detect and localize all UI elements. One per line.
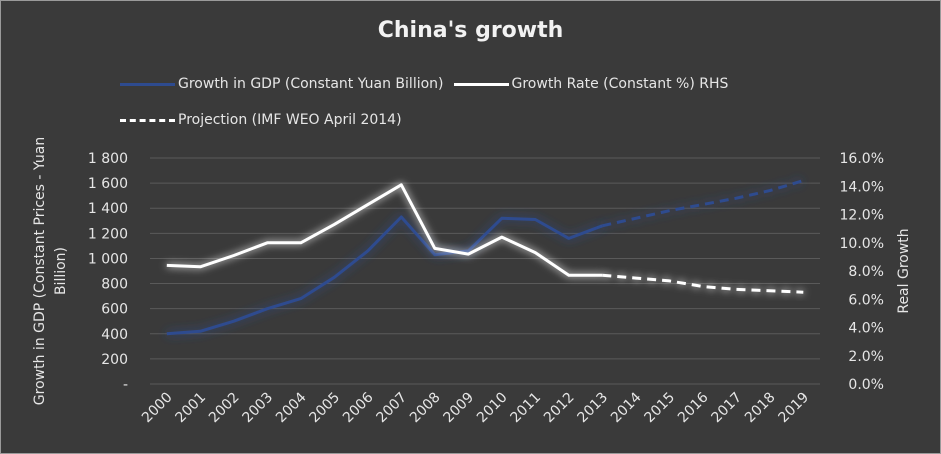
series-projection-gdp <box>601 179 804 228</box>
y-left-tick-label: 1 000 <box>88 251 128 267</box>
series-projection-growth-rate <box>602 273 804 294</box>
x-tick-label: 2014 <box>608 389 645 426</box>
legend-item-rate: Growth Rate (Constant %) RHS <box>453 76 729 92</box>
y-right-tick-label: 12.0% <box>840 208 884 224</box>
y-right-tick-label: 2.0% <box>848 349 884 365</box>
y-left-tick-label: 1 600 <box>88 176 128 192</box>
x-tick-label: 2001 <box>173 390 210 427</box>
x-tick-label: 2010 <box>474 390 511 427</box>
x-tick-label: 2018 <box>742 390 779 427</box>
y-left-tick-label: 400 <box>101 327 128 343</box>
legend-swatch-rate <box>453 82 509 86</box>
y-left-tick-label: - <box>123 377 128 393</box>
legend-item-gdp: Growth in GDP (Constant Yuan Billion) <box>120 76 444 92</box>
x-tick-label: 2002 <box>206 390 243 427</box>
legend-swatch-gdp <box>120 82 175 86</box>
y-left-tick-label: 200 <box>101 352 128 368</box>
legend-swatch-projection <box>120 118 175 122</box>
x-tick-label: 2009 <box>441 390 478 427</box>
y-left-tick-label: 1 200 <box>88 226 128 242</box>
x-tick-label: 2019 <box>776 390 813 427</box>
y-right-tick-label: 8.0% <box>848 264 884 280</box>
y-left-tick-label: 1 400 <box>88 201 128 217</box>
series-line-gdp <box>166 215 603 336</box>
y-left-tick-label: 600 <box>101 302 128 318</box>
x-tick-label: 2012 <box>541 390 578 427</box>
y-right-tick-label: 4.0% <box>848 321 884 337</box>
x-tick-label: 2006 <box>340 389 377 426</box>
y-right-tick-label: 14.0% <box>840 179 884 195</box>
y-left-tick-label: 1 800 <box>88 151 128 167</box>
x-tick-label: 2016 <box>675 389 712 426</box>
x-tick-label: 2015 <box>642 390 679 427</box>
y-right-tick-label: 6.0% <box>848 292 884 308</box>
legend-label-projection: Projection (IMF WEO April 2014) <box>178 112 402 128</box>
legend-label-gdp: Growth in GDP (Constant Yuan Billion) <box>178 76 444 92</box>
y-left-tick-label: 800 <box>101 277 128 293</box>
x-tick-label: 2003 <box>240 390 277 427</box>
legend-row-2: Projection (IMF WEO April 2014) <box>120 112 412 128</box>
y-right-tick-label: 0.0% <box>848 377 884 393</box>
x-tick-label: 2004 <box>273 389 310 426</box>
y-axis-right-title: Real Growth <box>896 228 912 313</box>
y-right-tick-label: 16.0% <box>840 151 884 167</box>
y-axis-left-title: Growth in GDP (Constant Prices - Yuan Bil… <box>32 137 69 405</box>
x-tick-label: 2007 <box>374 390 411 427</box>
x-tick-label: 2011 <box>508 390 545 427</box>
y-right-tick-label: 10.0% <box>840 236 884 252</box>
legend-label-rate: Growth Rate (Constant %) RHS <box>511 76 729 92</box>
legend-item-projection: Projection (IMF WEO April 2014) <box>120 112 402 128</box>
x-tick-label: 2005 <box>307 390 344 427</box>
x-tick-label: 2000 <box>139 390 176 427</box>
legend-row-1: Growth in GDP (Constant Yuan Billion) Gr… <box>120 76 738 92</box>
x-tick-label: 2013 <box>575 390 612 427</box>
x-tick-label: 2008 <box>407 390 444 427</box>
series-line-growth-rate <box>166 183 603 277</box>
chart-title: China's growth <box>377 18 564 43</box>
x-tick-label: 2017 <box>709 390 746 427</box>
